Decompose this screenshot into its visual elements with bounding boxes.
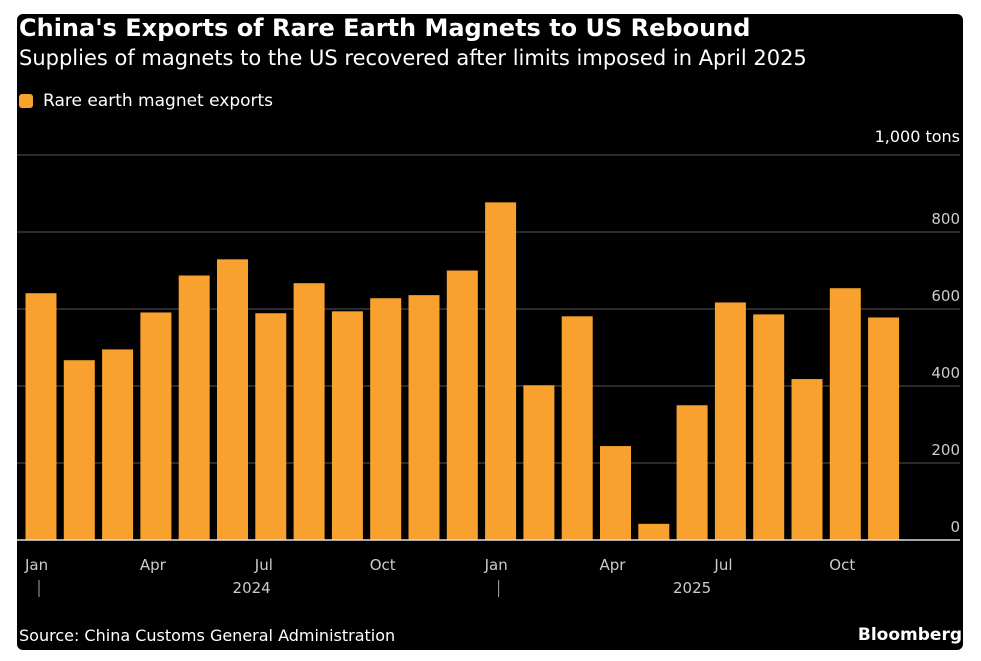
bar-oct-2025 — [829, 288, 861, 540]
y-tick-label: 200 — [931, 441, 960, 459]
bar-oct-2024 — [370, 298, 402, 540]
x-tick-label: Jan — [24, 556, 48, 574]
year-label: 2024 — [233, 579, 271, 597]
bar-sep-2025 — [791, 379, 823, 540]
bar-jan-2024 — [25, 293, 57, 540]
bar-jul-2024 — [255, 313, 287, 540]
bar-may-2025 — [638, 523, 670, 540]
bar-sep-2024 — [331, 311, 363, 540]
bar-jan-2025 — [485, 202, 517, 541]
legend-label: Rare earth magnet exports — [43, 91, 274, 111]
x-tick-label: Jul — [254, 556, 273, 574]
bar-feb-2025 — [523, 385, 555, 540]
bar-jun-2025 — [676, 405, 708, 540]
bar-dec-2024 — [446, 270, 478, 540]
bloomberg-logo: Bloomberg — [857, 625, 962, 645]
bar-mar-2024 — [102, 349, 134, 540]
bar-nov-2024 — [408, 295, 440, 540]
y-tick-label: 800 — [931, 210, 960, 228]
bar-nov-2025 — [868, 317, 900, 540]
x-tick-label: Jul — [713, 556, 732, 574]
legend: Rare earth magnet exports — [19, 91, 273, 111]
bar-jul-2025 — [714, 302, 746, 540]
y-tick-label: 0 — [950, 518, 960, 536]
y-tick-label: 400 — [931, 364, 960, 382]
legend-swatch — [19, 94, 33, 108]
x-tick-label: Oct — [370, 556, 396, 574]
x-tick-label: Apr — [600, 556, 627, 574]
bar-may-2024 — [178, 275, 210, 540]
x-tick-label: Oct — [829, 556, 855, 574]
bar-apr-2025 — [600, 446, 631, 540]
y-tick-label: 600 — [931, 287, 960, 305]
bar-jun-2024 — [217, 259, 248, 540]
bar-aug-2025 — [753, 314, 785, 540]
chart-subtitle: Supplies of magnets to the US recovered … — [19, 46, 807, 70]
bar-mar-2025 — [561, 316, 593, 540]
bar-aug-2024 — [293, 283, 325, 540]
y-axis-unit: 1,000 tons — [874, 127, 960, 146]
x-tick-label: Apr — [140, 556, 167, 574]
source-note: Source: China Customs General Administra… — [19, 626, 396, 645]
bar-feb-2024 — [63, 360, 95, 540]
chart-title: China's Exports of Rare Earth Magnets to… — [19, 14, 751, 42]
year-label: 2025 — [673, 579, 711, 597]
x-tick-label: Jan — [484, 556, 508, 574]
bar-apr-2024 — [140, 312, 172, 540]
